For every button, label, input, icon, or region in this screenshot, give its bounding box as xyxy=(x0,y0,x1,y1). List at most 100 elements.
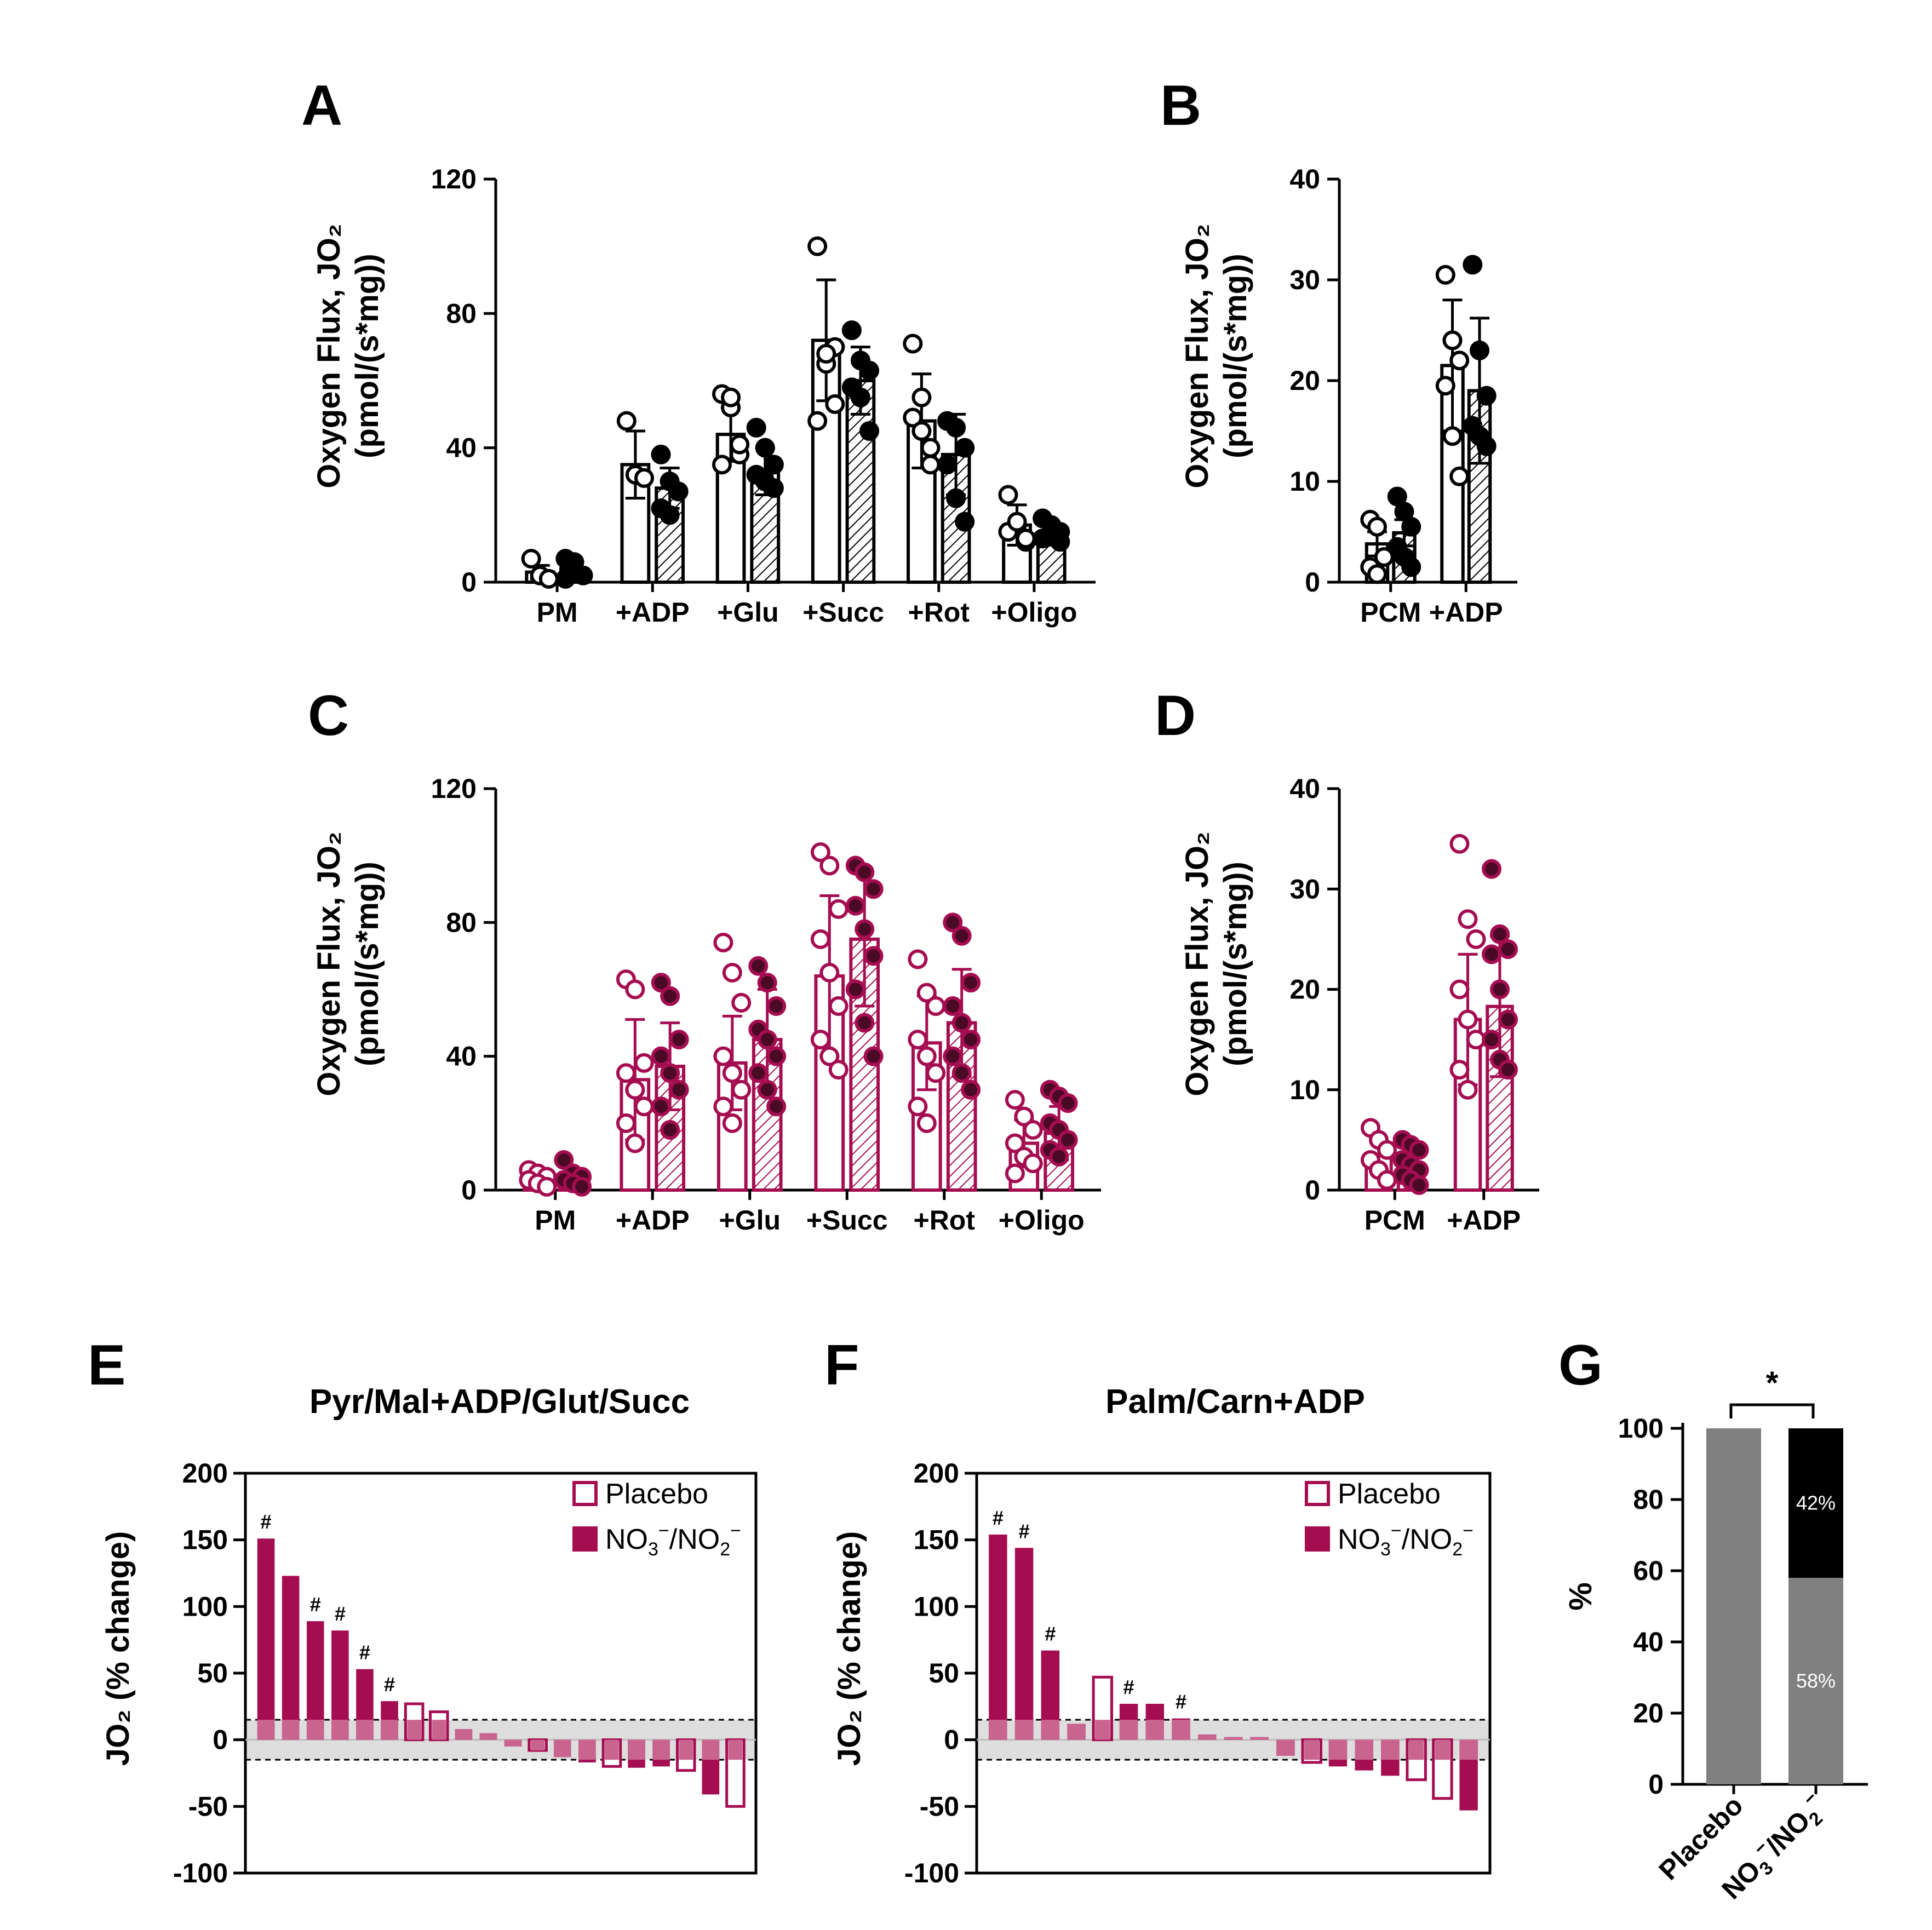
bar-band-overlay xyxy=(1067,1724,1086,1740)
ytitle-b: Oxygen Flux, JO₂ (pmol/(s*mg)) xyxy=(1179,223,1253,488)
legend-e: Placebo NO3−/NO2− xyxy=(572,1478,741,1560)
data-point xyxy=(1466,929,1486,949)
data-point xyxy=(748,1063,769,1083)
bar-band-overlay xyxy=(702,1739,720,1760)
data-point xyxy=(1498,939,1518,960)
significance-mark: # xyxy=(359,1641,370,1664)
data-point xyxy=(819,1046,840,1066)
data-point xyxy=(712,455,732,475)
legend-f-sub2: 2 xyxy=(1452,1539,1463,1560)
data-point xyxy=(926,1063,946,1083)
data-point xyxy=(1490,924,1510,944)
title-e: Pyr/Mal+ADP/Glut/Succ xyxy=(309,1383,690,1421)
bar-band-overlay xyxy=(530,1739,545,1751)
bar-band-overlay xyxy=(1304,1739,1320,1760)
bar-band-overlay xyxy=(628,1739,645,1760)
data-point xyxy=(731,992,752,1013)
y-tick-label: 0 xyxy=(944,1725,959,1755)
data-point xyxy=(1449,466,1470,486)
data-point xyxy=(1367,516,1387,537)
significance-mark: # xyxy=(261,1510,272,1533)
data-point xyxy=(555,568,576,589)
x-category-label: +ADP xyxy=(1429,597,1503,628)
data-point xyxy=(554,1150,574,1170)
data-point xyxy=(651,973,671,993)
y-tick-label: 120 xyxy=(431,773,477,804)
y-tick-label: 0 xyxy=(461,567,477,598)
stacked-bar-segment xyxy=(1788,1428,1843,1578)
data-point xyxy=(538,568,559,589)
plot-e: -100 -50 0 50 100 150 200 # # # # # xyxy=(173,1458,758,1888)
data-point xyxy=(757,1030,777,1050)
y-tick-label: -100 xyxy=(904,1858,959,1888)
bar-band-overlay xyxy=(432,1720,446,1740)
y-tick-label: 0 xyxy=(1648,1769,1664,1800)
data-point xyxy=(863,946,884,966)
panel-letter-f: F xyxy=(824,1334,859,1397)
data-point xyxy=(669,1079,689,1100)
ytitle-f: JO₂ (% change) xyxy=(832,1531,867,1766)
y-tick-label: 10 xyxy=(1289,1075,1320,1105)
x-category-label: +Rot xyxy=(908,597,970,628)
data-point xyxy=(943,996,963,1016)
bar-treatment xyxy=(989,1534,1007,1740)
data-point xyxy=(755,438,775,458)
bar-band-overlay xyxy=(728,1739,743,1760)
data-point xyxy=(616,1063,636,1083)
bar-band-overlay xyxy=(605,1739,619,1760)
bar-band-overlay xyxy=(989,1720,1007,1740)
data-point xyxy=(722,962,742,983)
data-point xyxy=(903,407,923,428)
data-point xyxy=(911,387,932,407)
data-point xyxy=(1449,834,1470,854)
data-point xyxy=(955,438,975,458)
data-point xyxy=(1470,340,1489,360)
data-point xyxy=(1049,1146,1069,1167)
bar-band-overlay xyxy=(1381,1739,1400,1760)
legend-e-sub1: 3 xyxy=(648,1539,658,1560)
data-point xyxy=(1449,351,1470,371)
bar-band-overlay xyxy=(257,1720,275,1740)
significance-mark: # xyxy=(1176,1691,1186,1713)
y-tick-label: 200 xyxy=(914,1458,959,1489)
bar-band-overlay xyxy=(1250,1737,1269,1740)
ytitle-d: Oxygen Flux, JO₂ (pmol/(s*mg)) xyxy=(1179,831,1253,1096)
data-point xyxy=(1463,255,1483,275)
bar-band-overlay xyxy=(652,1739,670,1760)
x-category-label: PM xyxy=(535,1205,576,1236)
data-point xyxy=(908,1030,928,1050)
y-tick-label: 20 xyxy=(1289,365,1320,396)
bar-band-overlay xyxy=(306,1720,324,1740)
bar-band-overlay xyxy=(1198,1734,1217,1740)
ytitle-d-line2: (pmol/(s*mg)) xyxy=(1218,861,1253,1066)
data-point xyxy=(731,1079,752,1100)
bar-band-overlay xyxy=(282,1720,300,1740)
data-point xyxy=(1476,436,1497,456)
bar-band-overlay xyxy=(1095,1720,1110,1740)
bar-band-overlay xyxy=(1145,1720,1164,1740)
panel-letter-a: A xyxy=(301,74,342,137)
data-point xyxy=(845,895,865,916)
data-point xyxy=(1401,516,1421,537)
y-tick-label: 40 xyxy=(1289,164,1320,194)
ytitle-d-line1: Oxygen Flux, JO₂ xyxy=(1179,831,1215,1096)
y-tick-label: 100 xyxy=(1618,1413,1664,1444)
data-point xyxy=(937,455,958,475)
y-tick-label: 40 xyxy=(446,433,477,463)
legend-f-placebo-swatch xyxy=(1305,1481,1330,1506)
data-point xyxy=(660,1063,680,1083)
data-point xyxy=(764,478,784,498)
x-category-label: +ADP xyxy=(616,597,690,628)
data-point xyxy=(819,962,840,983)
y-tick-label: 120 xyxy=(431,164,477,194)
ytitle-a: Oxygen Flux, JO₂ (pmol/(s*mg)) xyxy=(311,223,385,488)
y-tick-label: 150 xyxy=(182,1525,228,1555)
data-point xyxy=(1007,512,1027,532)
panel-letter-b: B xyxy=(1160,74,1201,137)
data-point xyxy=(660,1120,680,1140)
y-tick-label: 30 xyxy=(1289,874,1320,904)
data-point xyxy=(1435,265,1455,285)
data-point xyxy=(1058,1093,1078,1113)
legend-e-mid: /NO xyxy=(669,1524,720,1555)
bar-band-overlay xyxy=(331,1720,349,1740)
